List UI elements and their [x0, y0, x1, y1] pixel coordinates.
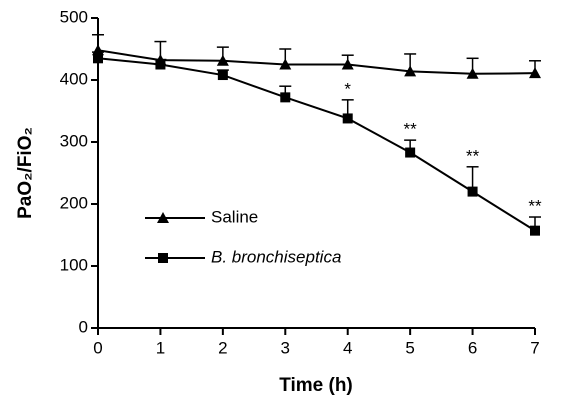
x-tick-label: 3	[281, 338, 290, 357]
x-tick-label: 4	[343, 338, 352, 357]
x-axis-label: Time (h)	[279, 375, 353, 396]
y-tick-label: 400	[60, 69, 88, 88]
x-tick-label: 6	[468, 338, 477, 357]
marker	[342, 113, 353, 124]
marker	[157, 212, 169, 223]
series-line	[97, 49, 536, 75]
y-tick-label: 100	[60, 255, 88, 274]
marker	[155, 59, 166, 70]
marker	[466, 67, 479, 79]
legend-label: B. bronchiseptica	[211, 247, 341, 266]
x-tick-label: 0	[93, 338, 102, 357]
annotation: **	[466, 146, 480, 165]
marker	[341, 58, 354, 70]
x-tick-label: 7	[530, 338, 539, 357]
annotation: *	[344, 79, 351, 98]
marker	[467, 186, 478, 197]
annotation: **	[404, 120, 418, 139]
marker	[404, 65, 417, 77]
x-tick-label: 1	[156, 338, 165, 357]
legend-label: Saline	[211, 207, 258, 226]
marker	[216, 54, 229, 66]
marker	[158, 253, 168, 263]
y-tick-label: 500	[60, 7, 88, 26]
annotation: **	[528, 197, 542, 216]
marker	[217, 70, 228, 81]
x-tick-label: 5	[405, 338, 414, 357]
marker	[280, 92, 291, 103]
marker	[530, 225, 540, 236]
marker	[529, 67, 541, 79]
y-tick-label: 200	[60, 193, 88, 212]
marker	[93, 53, 103, 64]
x-tick-label: 2	[218, 338, 227, 357]
y-tick-label: 0	[79, 317, 88, 336]
marker	[405, 147, 416, 158]
y-axis-label: PaO₂/FiO₂	[15, 127, 36, 219]
series-line	[97, 57, 536, 232]
y-tick-label: 300	[60, 131, 88, 150]
marker	[279, 58, 292, 70]
